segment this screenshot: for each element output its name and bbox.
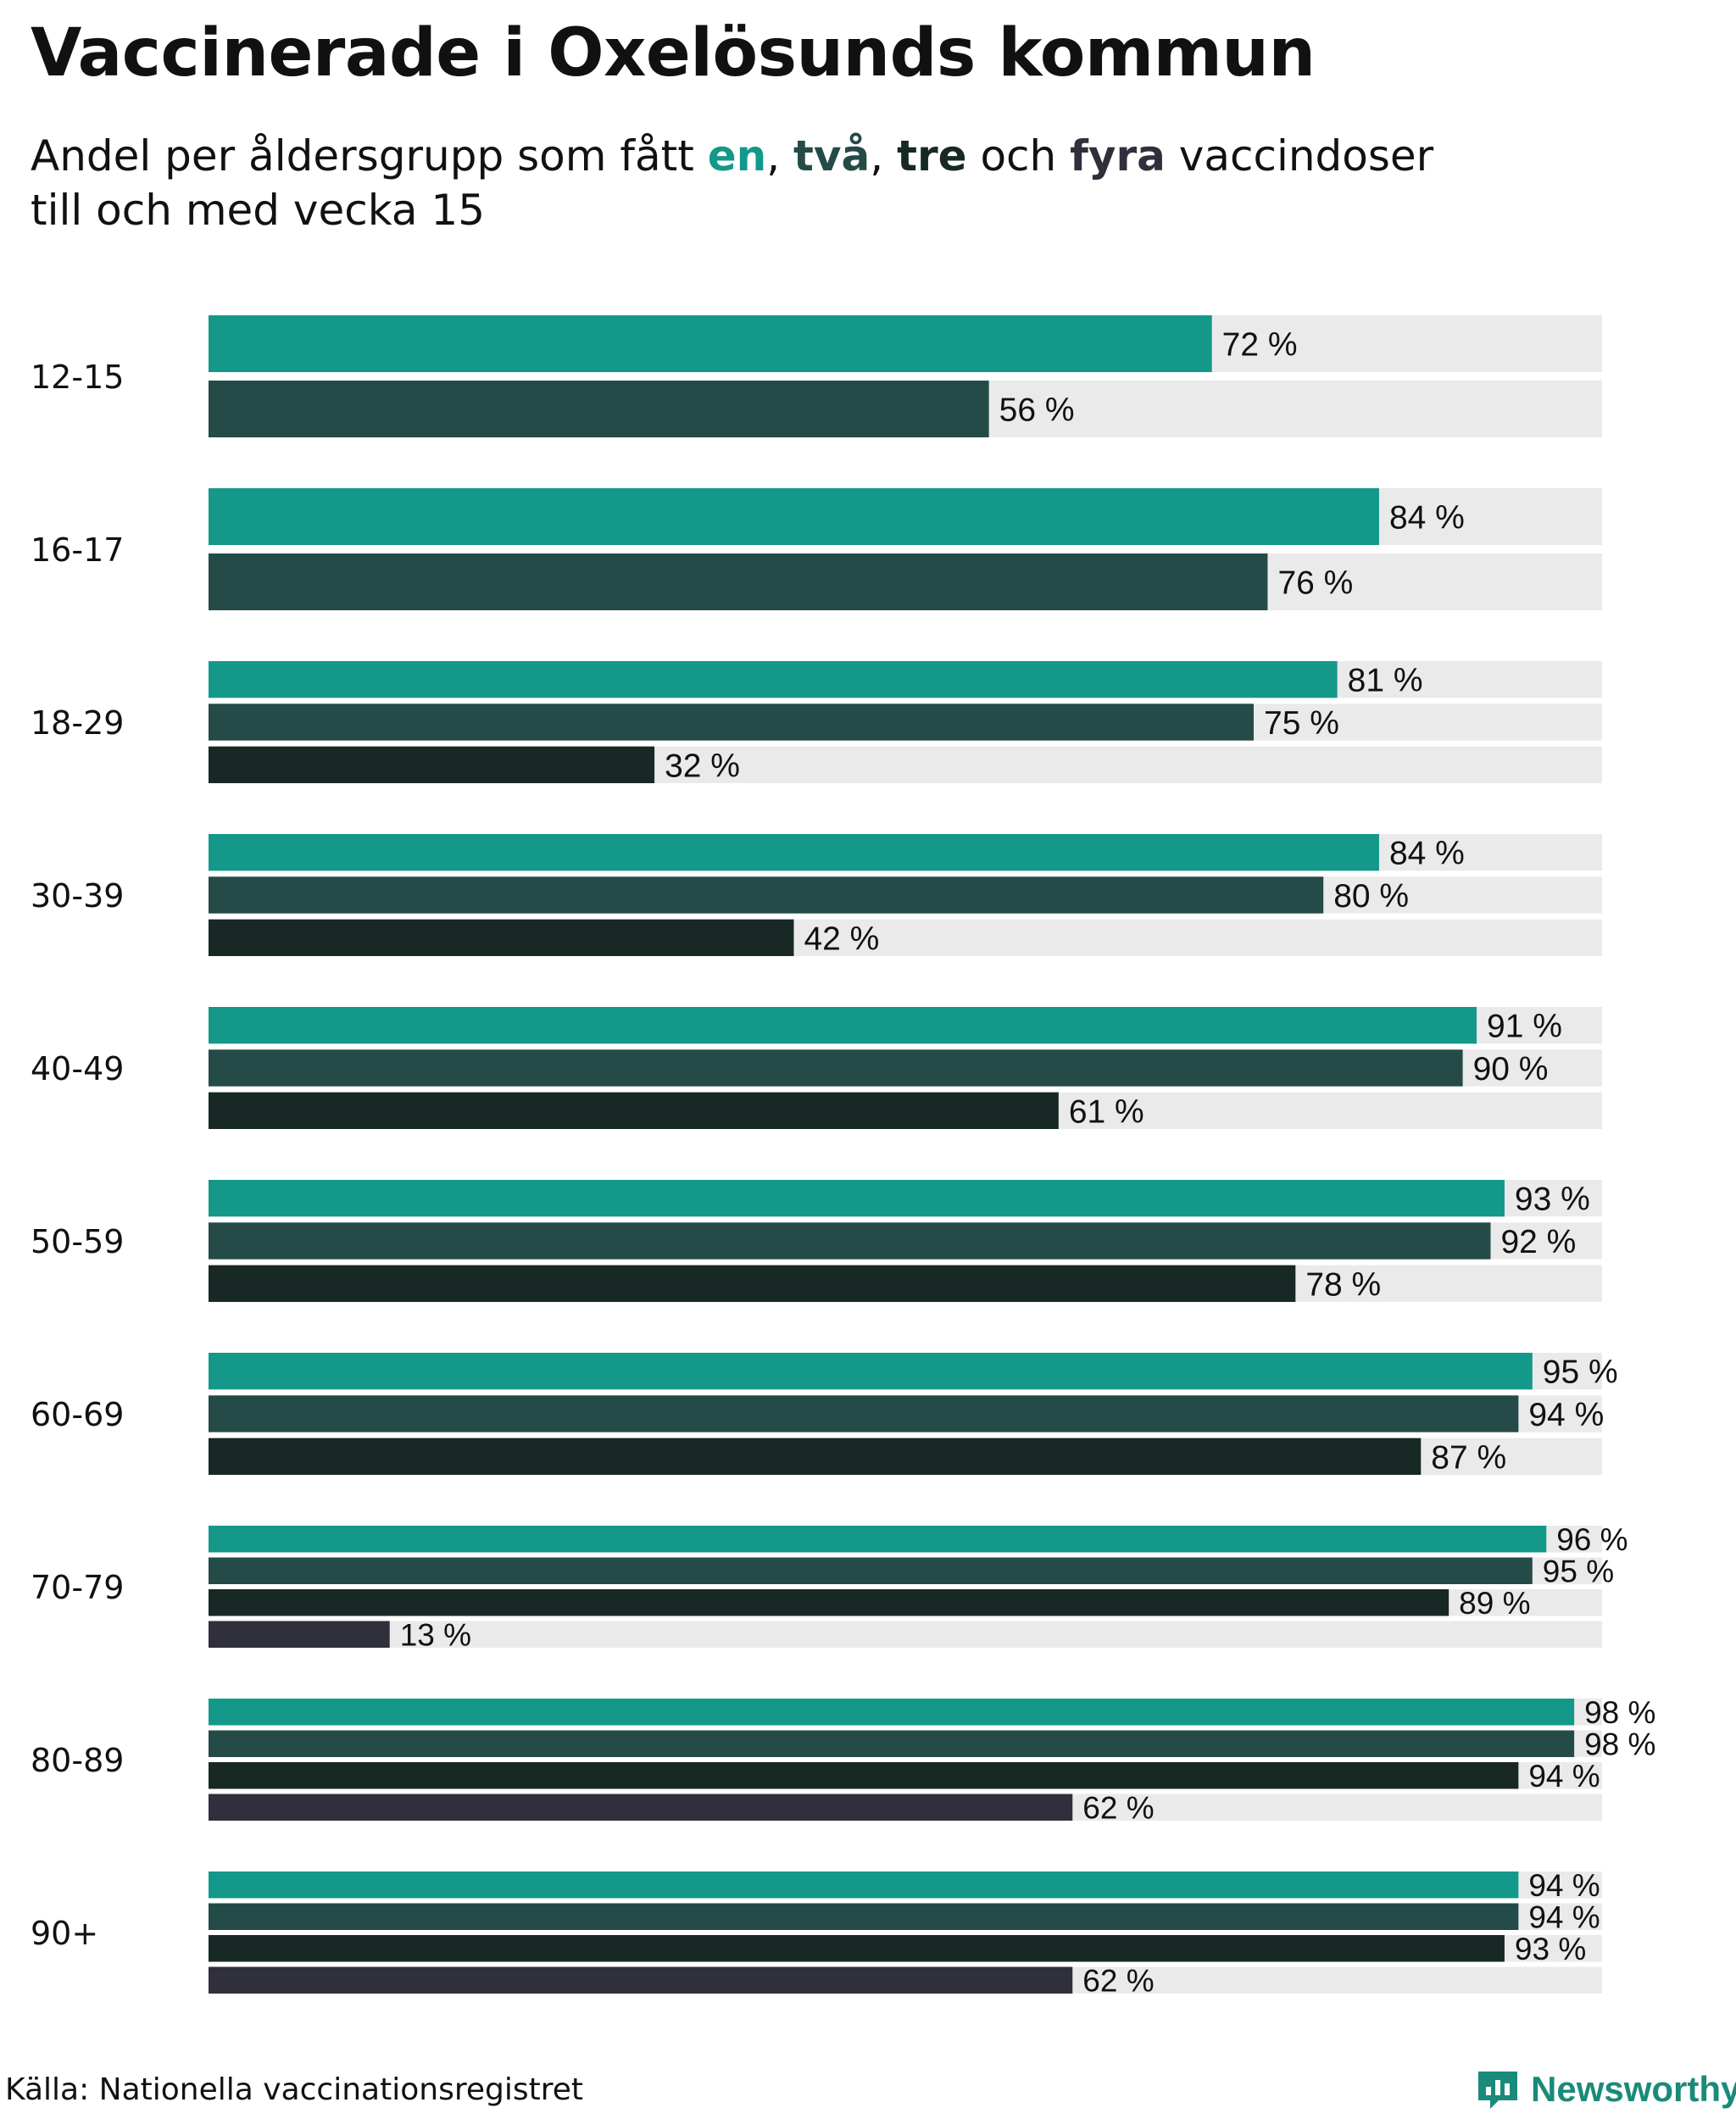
bar-två xyxy=(209,1730,1575,1757)
newsworthy-logo-icon xyxy=(1478,2072,1517,2109)
value-label: 94 % xyxy=(1528,1397,1604,1433)
chart-subtitle: Andel per åldersgrupp som fått en, två, … xyxy=(31,129,1641,237)
value-label: 90 % xyxy=(1473,1051,1549,1087)
bar-fyra xyxy=(209,1966,1073,1994)
group-label: 50-59 xyxy=(31,1223,124,1260)
group-label: 60-69 xyxy=(31,1396,124,1433)
value-label: 91 % xyxy=(1487,1009,1562,1045)
bar-tre xyxy=(209,919,794,956)
value-label: 80 % xyxy=(1333,878,1409,915)
value-label: 62 % xyxy=(1082,1791,1154,1826)
value-label: 94 % xyxy=(1528,1868,1600,1903)
value-label: 42 % xyxy=(804,920,879,957)
value-label: 62 % xyxy=(1082,1964,1154,1999)
bar-en xyxy=(209,488,1379,545)
bar-tre xyxy=(209,1092,1059,1129)
bar-två xyxy=(209,1395,1519,1432)
group-label: 80-89 xyxy=(31,1742,124,1779)
value-label: 32 % xyxy=(665,748,740,784)
bar-två xyxy=(209,1557,1533,1584)
brand-name: Newsworthy xyxy=(1531,2069,1736,2109)
bar-en xyxy=(209,315,1212,372)
chart-title: Vaccinerade i Oxelösunds kommun xyxy=(31,15,1316,92)
bar-tre xyxy=(209,1589,1449,1616)
value-label: 76 % xyxy=(1277,565,1353,602)
bar-tre xyxy=(209,1438,1422,1475)
subtitle-prefix: Andel per åldersgrupp som fått xyxy=(31,131,708,181)
value-label: 84 % xyxy=(1389,500,1465,537)
bar-en xyxy=(209,1353,1533,1390)
value-label: 92 % xyxy=(1500,1224,1576,1260)
bar-tre xyxy=(209,1935,1505,1962)
bar-två xyxy=(209,553,1268,610)
bar-tre xyxy=(209,1762,1519,1789)
group-label: 16-17 xyxy=(31,531,124,569)
subtitle-sep1: , xyxy=(766,131,794,181)
value-label: 56 % xyxy=(999,392,1075,429)
bar-en xyxy=(209,1699,1575,1726)
value-label: 75 % xyxy=(1264,705,1339,742)
value-label: 95 % xyxy=(1543,1354,1618,1391)
bar-en xyxy=(209,1526,1547,1553)
bar-två xyxy=(209,1049,1463,1087)
subtitle-dose3: tre xyxy=(897,131,967,181)
bar-två xyxy=(209,704,1254,741)
subtitle-suffix: vaccindoser xyxy=(1165,131,1434,181)
value-label: 81 % xyxy=(1348,663,1423,699)
bar-track xyxy=(209,1621,1602,1648)
value-label: 95 % xyxy=(1543,1554,1614,1589)
bar-fyra xyxy=(209,1621,390,1648)
bar-en xyxy=(209,834,1379,871)
bar-två xyxy=(209,1903,1519,1930)
subtitle-line2: till och med vecka 15 xyxy=(31,186,486,235)
bar-två xyxy=(209,1222,1491,1260)
subtitle-dose2: två xyxy=(793,131,871,181)
value-label: 93 % xyxy=(1515,1182,1590,1218)
bar-en xyxy=(209,1872,1519,1899)
group-label: 40-49 xyxy=(31,1050,124,1087)
value-label: 84 % xyxy=(1389,836,1465,872)
subtitle-dose1: en xyxy=(707,131,767,181)
value-label: 94 % xyxy=(1528,1759,1600,1794)
value-label: 98 % xyxy=(1584,1695,1655,1730)
group-label: 18-29 xyxy=(31,704,124,742)
bar-två xyxy=(209,876,1324,914)
source-note: Källa: Nationella vaccinationsregistret xyxy=(5,2072,583,2107)
value-label: 13 % xyxy=(400,1618,471,1653)
brand-logo: Newsworthy xyxy=(1475,2066,1736,2112)
bar-tre xyxy=(209,1265,1296,1302)
subtitle-dose4: fyra xyxy=(1070,131,1166,181)
value-label: 98 % xyxy=(1584,1727,1655,1762)
value-label: 96 % xyxy=(1556,1522,1628,1557)
group-label: 70-79 xyxy=(31,1569,124,1606)
value-label: 89 % xyxy=(1459,1586,1530,1621)
bar-två xyxy=(209,381,989,437)
group-label: 30-39 xyxy=(31,877,124,915)
group-label: 90+ xyxy=(31,1915,98,1952)
bar-tre xyxy=(209,746,655,783)
bar-fyra xyxy=(209,1794,1073,1821)
bar-en xyxy=(209,1007,1477,1044)
value-label: 72 % xyxy=(1222,327,1298,364)
value-label: 93 % xyxy=(1515,1932,1586,1966)
subtitle-mid: och xyxy=(966,131,1071,181)
value-label: 94 % xyxy=(1528,1900,1600,1935)
value-label: 78 % xyxy=(1305,1266,1381,1303)
value-label: 61 % xyxy=(1069,1093,1144,1130)
bar-en xyxy=(209,1180,1505,1217)
bar-chart: 12-15 72 % 56 % 16-17 84 % 76 % 18-29 81 %75 % 3… xyxy=(31,315,1655,1999)
group-label: 12-15 xyxy=(31,359,124,396)
subtitle-sep2: , xyxy=(870,131,898,181)
bar-en xyxy=(209,661,1338,698)
value-label: 87 % xyxy=(1431,1439,1506,1476)
